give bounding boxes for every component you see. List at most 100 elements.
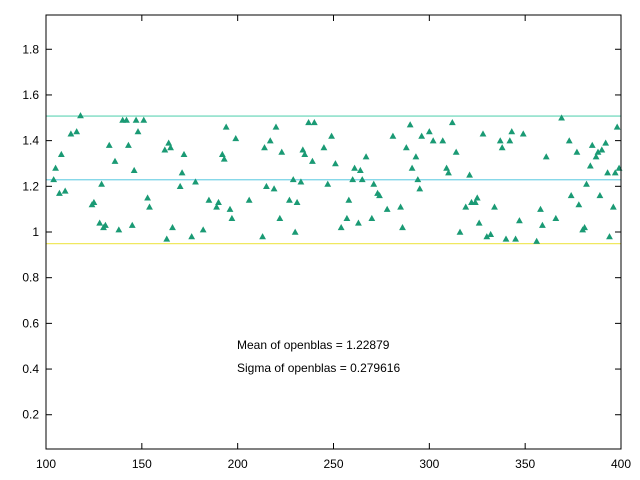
data-point bbox=[220, 155, 228, 162]
y-axis-ticks: 0.2 0.4 0.6 0.8 1 1.2 1.4 1.6 1.8 bbox=[22, 42, 621, 422]
data-point bbox=[466, 171, 473, 178]
data-point bbox=[362, 153, 370, 160]
data-point bbox=[594, 148, 602, 155]
data-point bbox=[506, 137, 514, 144]
data-point bbox=[487, 230, 495, 238]
data-point bbox=[128, 221, 136, 228]
data-point bbox=[537, 205, 544, 212]
data-point bbox=[61, 187, 69, 194]
data-point bbox=[592, 153, 600, 160]
data-point bbox=[213, 203, 220, 210]
data-point bbox=[188, 233, 196, 240]
data-point bbox=[429, 137, 437, 144]
data-point bbox=[498, 144, 506, 151]
data-point bbox=[291, 228, 299, 235]
data-point bbox=[176, 182, 184, 190]
data-point bbox=[356, 166, 364, 174]
x-tick-label: 400 bbox=[611, 457, 631, 471]
data-point bbox=[565, 137, 573, 144]
data-point bbox=[408, 164, 416, 171]
data-point bbox=[416, 185, 424, 192]
data-point bbox=[418, 132, 426, 139]
y-tick-label: 0.4 bbox=[22, 362, 39, 376]
data-point bbox=[471, 198, 479, 206]
data-point bbox=[399, 224, 406, 231]
data-point bbox=[332, 160, 339, 167]
data-point bbox=[606, 233, 613, 240]
data-point bbox=[512, 235, 519, 242]
data-point bbox=[533, 237, 541, 244]
plot-frame bbox=[45, 14, 622, 450]
data-point bbox=[402, 144, 410, 151]
data-point bbox=[276, 214, 284, 222]
data-point bbox=[567, 192, 575, 199]
x-tick-label: 350 bbox=[515, 457, 535, 471]
data-point bbox=[67, 130, 75, 137]
data-point bbox=[483, 233, 491, 240]
data-point bbox=[328, 132, 335, 139]
data-point bbox=[355, 219, 362, 226]
data-point bbox=[301, 150, 309, 158]
data-point bbox=[125, 141, 132, 148]
data-point bbox=[452, 148, 460, 155]
data-point bbox=[609, 203, 617, 210]
data-point bbox=[57, 150, 65, 158]
data-point bbox=[558, 114, 565, 121]
data-point bbox=[370, 180, 378, 187]
y-tick-label: 0.2 bbox=[22, 408, 39, 422]
data-point bbox=[581, 224, 588, 231]
data-point bbox=[134, 128, 142, 135]
data-point bbox=[598, 146, 606, 153]
data-point bbox=[425, 128, 433, 135]
mean-annotation: Mean of openblas = 1.22879 bbox=[237, 338, 390, 352]
data-point bbox=[456, 228, 464, 235]
data-point bbox=[123, 116, 130, 123]
data-point bbox=[496, 137, 504, 144]
data-point bbox=[586, 162, 594, 169]
data-point bbox=[146, 203, 153, 210]
data-point bbox=[278, 148, 286, 155]
data-point bbox=[289, 176, 297, 183]
data-point bbox=[50, 176, 58, 183]
data-point bbox=[383, 205, 391, 212]
data-point bbox=[169, 224, 176, 231]
data-point bbox=[232, 134, 240, 142]
data-point bbox=[345, 196, 353, 203]
data-point bbox=[96, 219, 104, 226]
data-point bbox=[414, 176, 422, 183]
data-point bbox=[286, 196, 293, 203]
data-point bbox=[552, 214, 560, 222]
data-point bbox=[192, 178, 199, 185]
data-point bbox=[602, 139, 610, 146]
data-point bbox=[199, 226, 207, 233]
data-point bbox=[519, 130, 527, 137]
data-point bbox=[412, 153, 420, 160]
data-point bbox=[473, 194, 481, 201]
data-point bbox=[448, 118, 456, 126]
data-point bbox=[376, 192, 383, 199]
data-point bbox=[305, 118, 312, 126]
x-tick-label: 100 bbox=[36, 457, 56, 471]
data-point bbox=[215, 198, 222, 206]
data-point bbox=[320, 144, 328, 151]
data-point bbox=[324, 180, 332, 187]
data-point bbox=[299, 146, 307, 153]
data-point bbox=[163, 235, 171, 242]
data-point bbox=[73, 128, 81, 135]
data-point bbox=[105, 141, 113, 148]
y-tick-label: 0.6 bbox=[22, 316, 39, 330]
data-point bbox=[596, 192, 604, 199]
data-point bbox=[98, 180, 105, 187]
data-point bbox=[368, 214, 376, 222]
y-tick-label: 1 bbox=[32, 225, 39, 239]
data-point bbox=[161, 146, 169, 153]
data-point bbox=[111, 157, 119, 164]
data-point bbox=[115, 226, 123, 233]
data-point bbox=[611, 169, 619, 176]
x-tick-label: 200 bbox=[228, 457, 248, 471]
data-point bbox=[337, 224, 345, 231]
data-point bbox=[270, 185, 278, 192]
y-tick-label: 1.2 bbox=[22, 179, 39, 193]
data-point bbox=[77, 112, 84, 119]
